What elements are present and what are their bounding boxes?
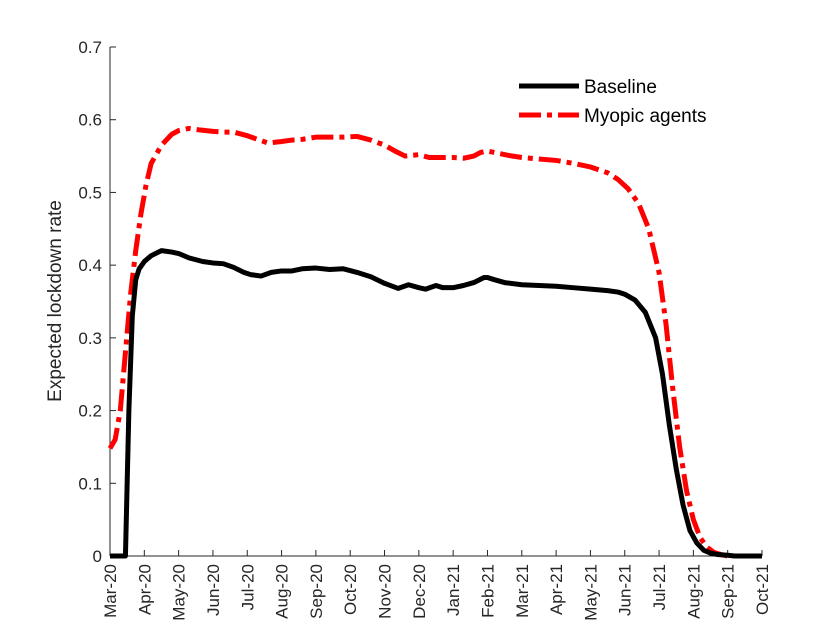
- y-tick-label: 0.7: [78, 38, 102, 57]
- series-line-myopic-agents: [107, 125, 762, 559]
- y-tick-label: 0.6: [78, 111, 102, 130]
- y-axis-label-group: Expected lockdown rate: [45, 200, 66, 402]
- series-line-baseline: [110, 248, 762, 559]
- x-tick-label: May-21: [581, 564, 600, 621]
- x-tick-label: Dec-20: [410, 564, 429, 619]
- x-tick-label: Apr-20: [135, 564, 154, 615]
- y-tick-label: 0.3: [78, 329, 102, 348]
- x-tick-label: Mar-20: [101, 564, 120, 618]
- x-tick-label: Oct-21: [753, 564, 772, 615]
- x-tick-label: Mar-21: [513, 564, 532, 618]
- x-tick-label: Aug-20: [273, 564, 292, 619]
- y-tick-label: 0.1: [78, 474, 102, 493]
- y-tick-label: 0: [93, 547, 102, 566]
- legend-label-baseline: Baseline: [584, 77, 657, 98]
- x-tick-label: Oct-20: [341, 564, 360, 615]
- legend: Baseline Myopic agents: [519, 77, 707, 127]
- y-axis-label: Expected lockdown rate: [45, 200, 66, 402]
- x-tick-label: Sep-21: [719, 564, 738, 619]
- x-tick-label: Jul-20: [238, 564, 257, 610]
- x-tick-label: Feb-21: [478, 564, 497, 618]
- x-tick-label: Aug-21: [684, 564, 703, 619]
- x-tick-label: Jul-21: [650, 564, 669, 610]
- x-axis: Mar-20 Apr-20 May-20 Jun-20 Jul-20 Aug-20 Sep-…: [101, 550, 772, 621]
- y-tick-label: 0.2: [78, 402, 102, 421]
- y-axis: 0 0.1 0.2 0.3 0.4 0.5 0.6 0.7: [78, 38, 116, 566]
- x-tick-label: Nov-20: [376, 564, 395, 619]
- x-tick-label: Jun-20: [204, 564, 223, 616]
- y-tick-label: 0.5: [78, 183, 102, 202]
- y-tick-label: 0.4: [78, 256, 102, 275]
- series-layer: [107, 125, 762, 559]
- x-tick-label: Sep-20: [307, 564, 326, 619]
- x-tick-label: Jun-21: [616, 564, 635, 616]
- x-tick-label: Jan-21: [444, 564, 463, 616]
- x-tick-label: May-20: [170, 564, 189, 621]
- x-tick-label: Apr-21: [547, 564, 566, 615]
- legend-label-myopic-agents: Myopic agents: [584, 106, 707, 127]
